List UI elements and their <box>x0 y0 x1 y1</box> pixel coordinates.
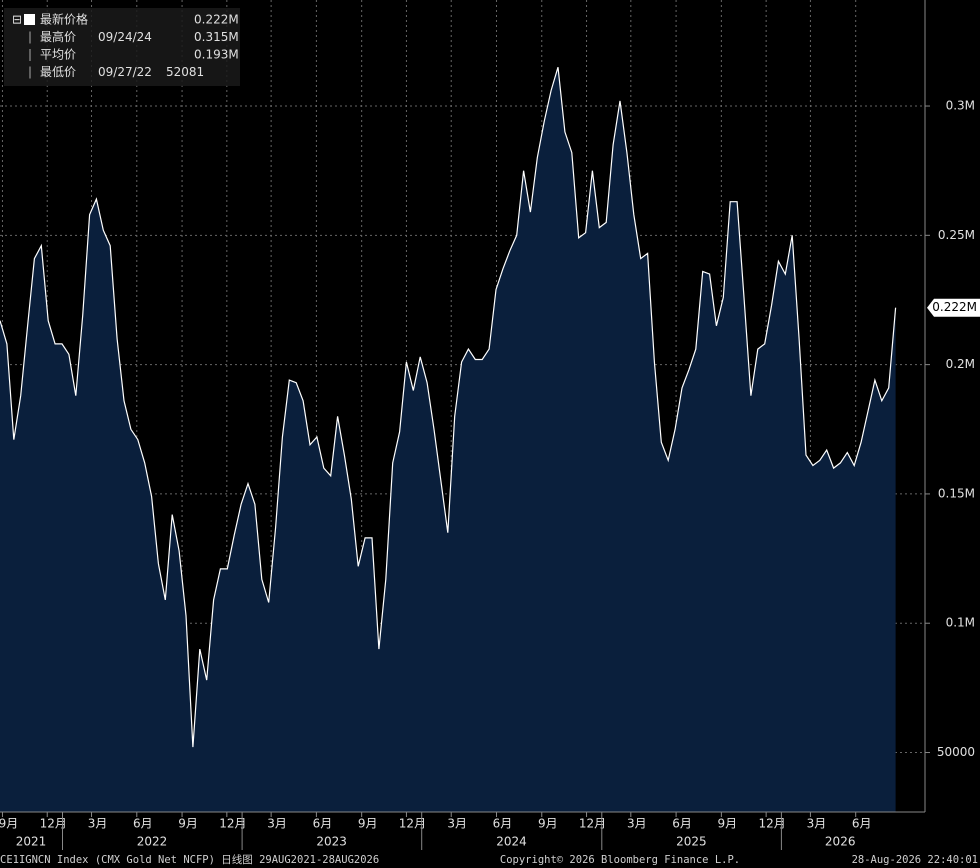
legend-name: 最低价 <box>40 65 76 79</box>
y-tick-label: 50000 <box>937 745 975 759</box>
x-tick-label: 6月 <box>493 817 513 831</box>
legend-date: 09/27/22 <box>98 65 152 79</box>
x-tick-label: 3月 <box>88 817 108 831</box>
y-tick-label: 0.3M <box>946 99 975 113</box>
x-tick-label: 6月 <box>313 817 333 831</box>
x-tick-label: 6月 <box>133 817 153 831</box>
y-tick-label: 0.1M <box>946 616 975 630</box>
legend-swatch <box>24 14 35 25</box>
legend-name: 最新价格 <box>40 12 88 27</box>
legend-name: 平均价 <box>40 48 76 62</box>
x-tick-label: 9月 <box>358 817 378 831</box>
x-tick-label: 12月 <box>219 817 246 831</box>
last-value-label: 0.222M <box>932 300 977 314</box>
footer-left: CE1IGNCN Index (CMX Gold Net NCFP) 日线图 2… <box>0 853 379 866</box>
legend-icon: ⊟ <box>12 13 22 27</box>
x-tick-label: 3月 <box>627 817 647 831</box>
legend-name: 最高价 <box>40 29 76 44</box>
year-label: 2026 <box>825 835 856 849</box>
x-tick-label: 9月 <box>0 817 18 831</box>
year-label: 2024 <box>496 835 527 849</box>
y-tick-label: 0.25M <box>938 228 975 242</box>
x-tick-label: 12月 <box>40 817 67 831</box>
legend-value: 0.193M <box>194 48 239 62</box>
x-tick-label: 3月 <box>447 817 467 831</box>
legend-box <box>4 8 240 86</box>
x-tick-label: 9月 <box>718 817 738 831</box>
year-label: 2025 <box>676 835 707 849</box>
x-tick-label: 3月 <box>807 817 827 831</box>
x-tick-label: 6月 <box>852 817 872 831</box>
x-tick-label: 12月 <box>579 817 606 831</box>
x-tick-label: 12月 <box>399 817 426 831</box>
year-label: 2022 <box>137 835 168 849</box>
x-tick-label: 9月 <box>538 817 558 831</box>
x-tick-label: 9月 <box>178 817 198 831</box>
footer-center: Copyright© 2026 Bloomberg Finance L.P. <box>500 854 740 866</box>
footer-right: 28-Aug-2026 22:40:01 <box>852 854 978 866</box>
area <box>0 67 896 812</box>
plot-area <box>0 0 925 812</box>
y-tick-label: 0.15M <box>938 486 975 500</box>
legend-date: 09/24/24 <box>98 30 152 44</box>
x-tick-label: 6月 <box>672 817 692 831</box>
line <box>0 67 897 748</box>
legend-value: 0.315M <box>194 30 239 44</box>
y-tick-label: 0.2M <box>946 357 975 371</box>
legend-value: 52081 <box>166 65 204 79</box>
year-label: 2021 <box>16 835 47 849</box>
year-label: 2023 <box>316 835 347 849</box>
last-value-box <box>927 298 980 317</box>
legend-value: 0.222M <box>194 13 239 27</box>
x-tick-label: 12月 <box>759 817 786 831</box>
x-tick-label: 3月 <box>267 817 287 831</box>
